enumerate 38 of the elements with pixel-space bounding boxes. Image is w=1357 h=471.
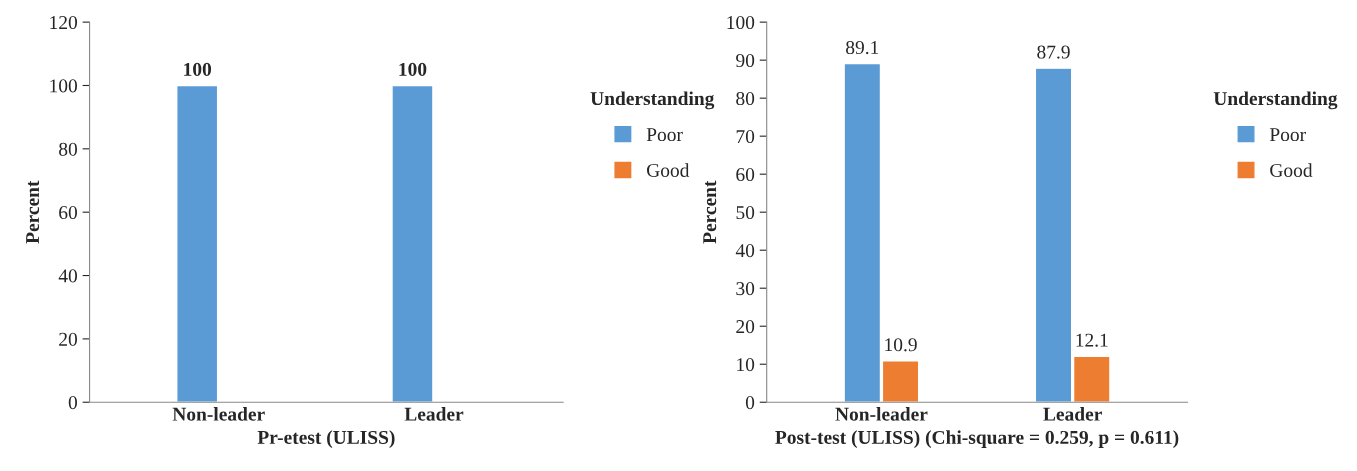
x-tick-label: Non-leader <box>835 407 928 421</box>
y-tick-label: 100 <box>727 15 755 30</box>
y-tick-label: 60 <box>59 206 78 220</box>
x-tick-label: Leader <box>1043 407 1102 421</box>
legend-label: Good <box>1270 163 1313 177</box>
y-axis-title: Percent <box>703 180 717 244</box>
y-tick-label: 40 <box>735 244 755 258</box>
x-tick-label: Non-leader <box>172 407 265 421</box>
data-label: 12.1 <box>1076 333 1108 347</box>
y-axis-title: Percent <box>26 180 40 244</box>
y-tick-label: 0 <box>68 396 78 410</box>
y-tick-label: 20 <box>59 332 78 346</box>
legend-label: Good <box>647 163 690 177</box>
x-tick-label: Leader <box>404 407 464 421</box>
x-axis-title: Post-test (ULISS) (Chi-square = 0.259, p = 0.611) <box>775 430 1179 448</box>
legend-label: Poor <box>1269 128 1306 142</box>
data-label: 87.9 <box>1037 45 1070 59</box>
x-axis-title: Pr-etest (ULISS) <box>257 430 395 448</box>
y-tick-label: 120 <box>50 15 78 30</box>
data-label: 100 <box>399 62 427 76</box>
y-tick-label: 70 <box>736 129 755 144</box>
y-tick-label: 20 <box>736 320 755 334</box>
y-tick-label: 50 <box>736 206 755 220</box>
legend-title: Understanding <box>1213 91 1338 110</box>
data-label: 10.9 <box>885 338 917 352</box>
y-tick-label: 100 <box>50 79 78 93</box>
y-tick-label: 0 <box>745 396 755 410</box>
data-label: 89.1 <box>846 40 879 55</box>
y-tick-label: 80 <box>736 91 755 106</box>
y-tick-label: 80 <box>59 142 78 156</box>
legend-title: Understanding <box>590 91 715 110</box>
y-tick-label: 30 <box>736 282 755 296</box>
y-tick-label: 40 <box>58 269 78 283</box>
y-tick-label: 10 <box>737 358 755 372</box>
data-label: 100 <box>184 62 212 76</box>
y-tick-label: 60 <box>736 167 755 182</box>
legend-label: Poor <box>646 128 683 142</box>
y-tick-label: 90 <box>736 53 755 68</box>
